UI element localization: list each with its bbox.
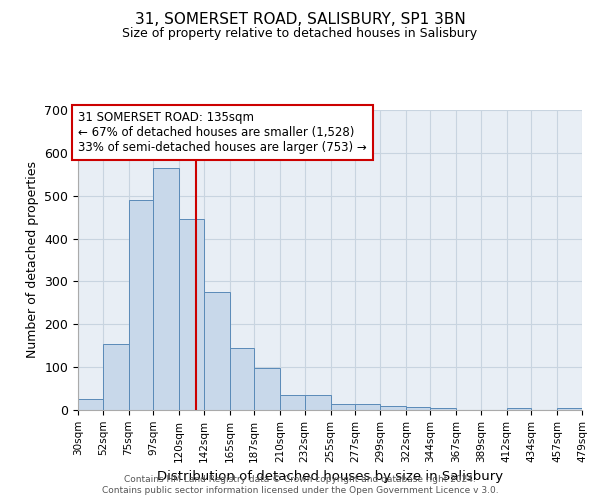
- Text: Contains public sector information licensed under the Open Government Licence v : Contains public sector information licen…: [101, 486, 499, 495]
- Text: 31 SOMERSET ROAD: 135sqm
← 67% of detached houses are smaller (1,528)
33% of sem: 31 SOMERSET ROAD: 135sqm ← 67% of detach…: [78, 111, 367, 154]
- Text: 31, SOMERSET ROAD, SALISBURY, SP1 3BN: 31, SOMERSET ROAD, SALISBURY, SP1 3BN: [134, 12, 466, 28]
- Bar: [406, 408, 430, 410]
- Bar: [280, 395, 305, 410]
- Bar: [153, 168, 179, 410]
- X-axis label: Distribution of detached houses by size in Salisbury: Distribution of detached houses by size …: [157, 470, 503, 483]
- Bar: [430, 408, 456, 410]
- Bar: [380, 406, 406, 410]
- Bar: [230, 348, 254, 410]
- Bar: [204, 292, 230, 410]
- Bar: [305, 395, 331, 410]
- Bar: [331, 404, 355, 410]
- Bar: [557, 408, 582, 410]
- Bar: [78, 400, 103, 410]
- Y-axis label: Number of detached properties: Number of detached properties: [26, 162, 39, 358]
- Text: Contains HM Land Registry data © Crown copyright and database right 2024.: Contains HM Land Registry data © Crown c…: [124, 475, 476, 484]
- Bar: [507, 408, 532, 410]
- Bar: [179, 220, 204, 410]
- Bar: [128, 200, 153, 410]
- Bar: [103, 344, 128, 410]
- Bar: [355, 404, 380, 410]
- Text: Size of property relative to detached houses in Salisbury: Size of property relative to detached ho…: [122, 28, 478, 40]
- Bar: [254, 368, 280, 410]
